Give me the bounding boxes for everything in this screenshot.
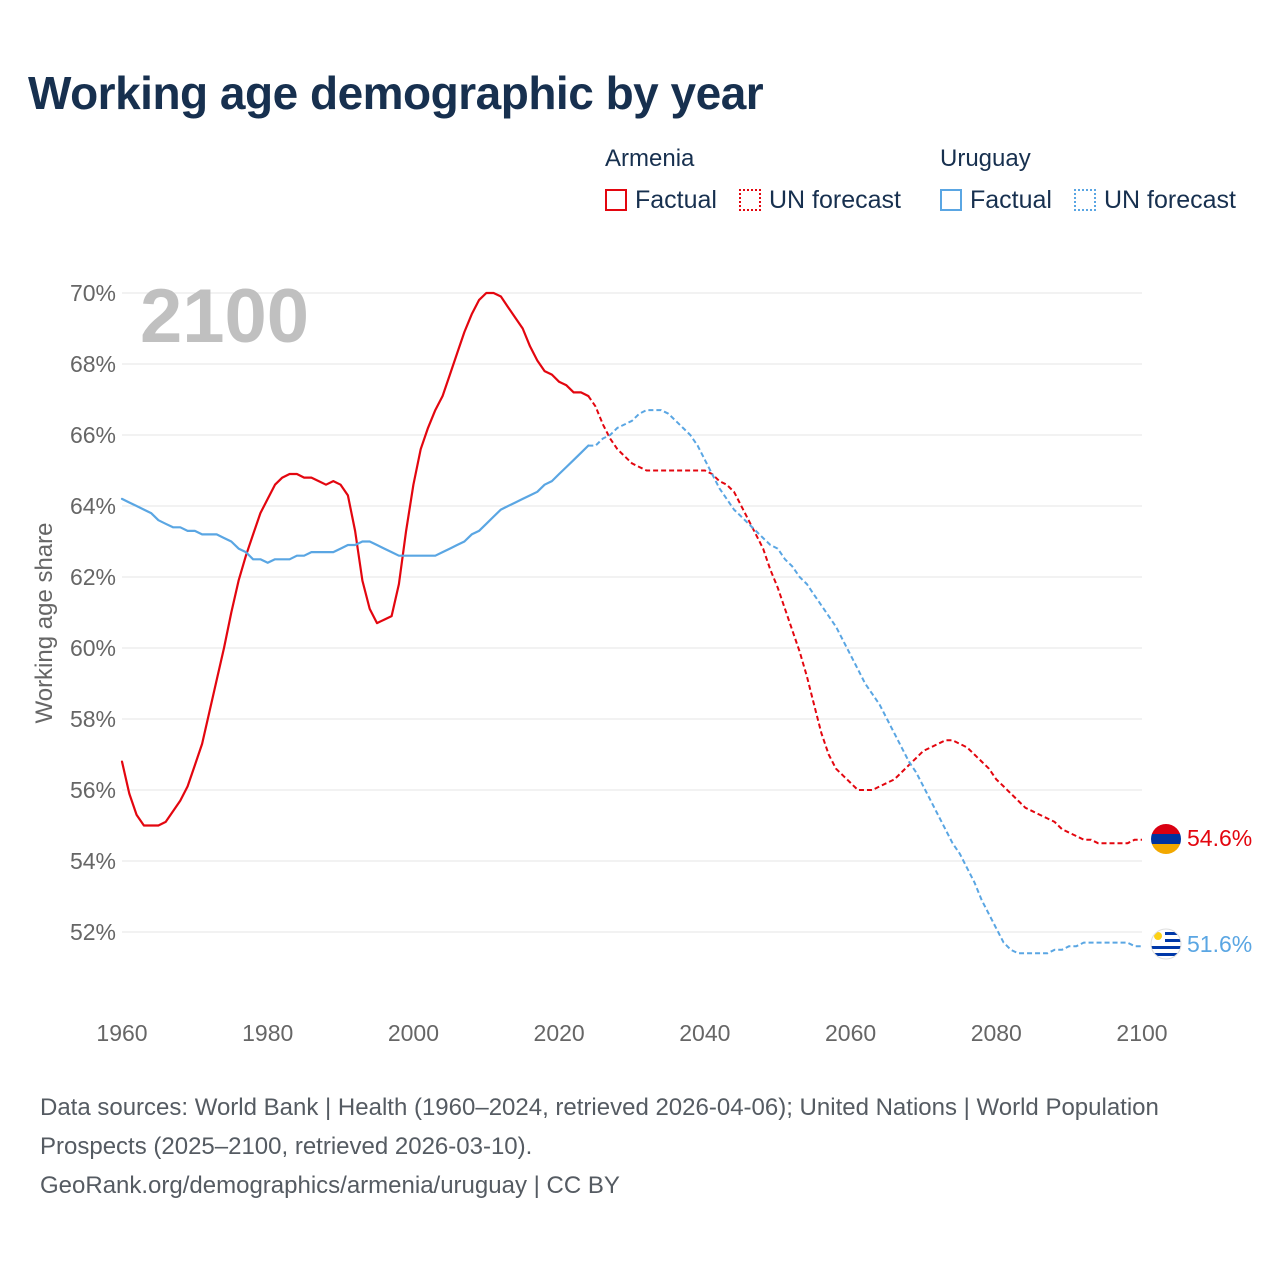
legend-label-uruguay-factual: Factual (970, 185, 1052, 214)
source-link[interactable]: GeoRank.org/demographics/armenia/uruguay… (40, 1172, 620, 1199)
data-sources: Data sources: World Bank | Health (1960–… (40, 1094, 1159, 1160)
x-tick-label: 2000 (388, 1020, 439, 1046)
legend-swatch-uruguay-forecast (1074, 189, 1096, 211)
armenia-end-label: 54.6% (1187, 825, 1252, 851)
legend-swatch-uruguay-factual (940, 189, 962, 211)
y-tick-label: 58% (70, 706, 116, 732)
legend-label-armenia-forecast: UN forecast (769, 185, 901, 214)
legend-armenia-forecast[interactable]: UN forecast (739, 186, 901, 214)
end-markers: 54.6% 51.6% (1150, 824, 1252, 960)
armenia-forecast-line[interactable] (587, 395, 1142, 845)
y-tick-label: 66% (70, 422, 116, 448)
legend-label-armenia-factual: Factual (635, 185, 717, 214)
footer: Data sources: World Bank | Health (1960–… (40, 1088, 1240, 1205)
uruguay-factual-line[interactable] (120, 444, 590, 564)
y-tick-label: 70% (70, 280, 116, 306)
year-watermark: 2100 (140, 274, 309, 359)
uruguay-flag-icon (1151, 929, 1181, 959)
x-tick-label: 2020 (534, 1020, 585, 1046)
armenia-factual-line[interactable] (120, 291, 590, 827)
y-tick-label: 64% (70, 493, 116, 519)
legend-label-uruguay-forecast: UN forecast (1104, 185, 1236, 214)
y-tick-label: 54% (70, 848, 116, 874)
armenia-flag-icon (1151, 824, 1181, 854)
chart-title: Working age demographic by year (28, 67, 764, 119)
y-tick-label: 60% (70, 635, 116, 661)
y-tick-label: 68% (70, 351, 116, 377)
x-tick-label: 2060 (825, 1020, 876, 1046)
gridlines (122, 292, 1142, 933)
uruguay-forecast-line[interactable] (588, 409, 1142, 955)
x-tick-label: 1960 (96, 1020, 147, 1046)
y-axis-label: Working age share (31, 523, 58, 724)
y-tick-label: 52% (70, 919, 116, 945)
legend-group-uruguay: Uruguay (940, 145, 1031, 172)
legend-group-armenia: Armenia (605, 145, 695, 172)
legend-uruguay-forecast[interactable]: UN forecast (1074, 186, 1236, 214)
x-tick-label: 2080 (971, 1020, 1022, 1046)
y-tick-label: 56% (70, 777, 116, 803)
series (120, 291, 1142, 955)
x-tick-label: 2040 (679, 1020, 730, 1046)
legend-uruguay-factual[interactable]: Factual (940, 186, 1052, 214)
legend-armenia-factual[interactable]: Factual (605, 186, 717, 214)
legend-swatch-armenia-factual (605, 189, 627, 211)
axes: Working age share 52% 54% 56% 58% 60% 62% 64% 6… (31, 280, 1168, 1046)
x-tick-label: 1980 (242, 1020, 293, 1046)
uruguay-end-label: 51.6% (1187, 931, 1252, 957)
legend-swatch-armenia-forecast (739, 189, 761, 211)
x-tick-label: 2100 (1116, 1020, 1167, 1046)
y-tick-label: 62% (70, 564, 116, 590)
